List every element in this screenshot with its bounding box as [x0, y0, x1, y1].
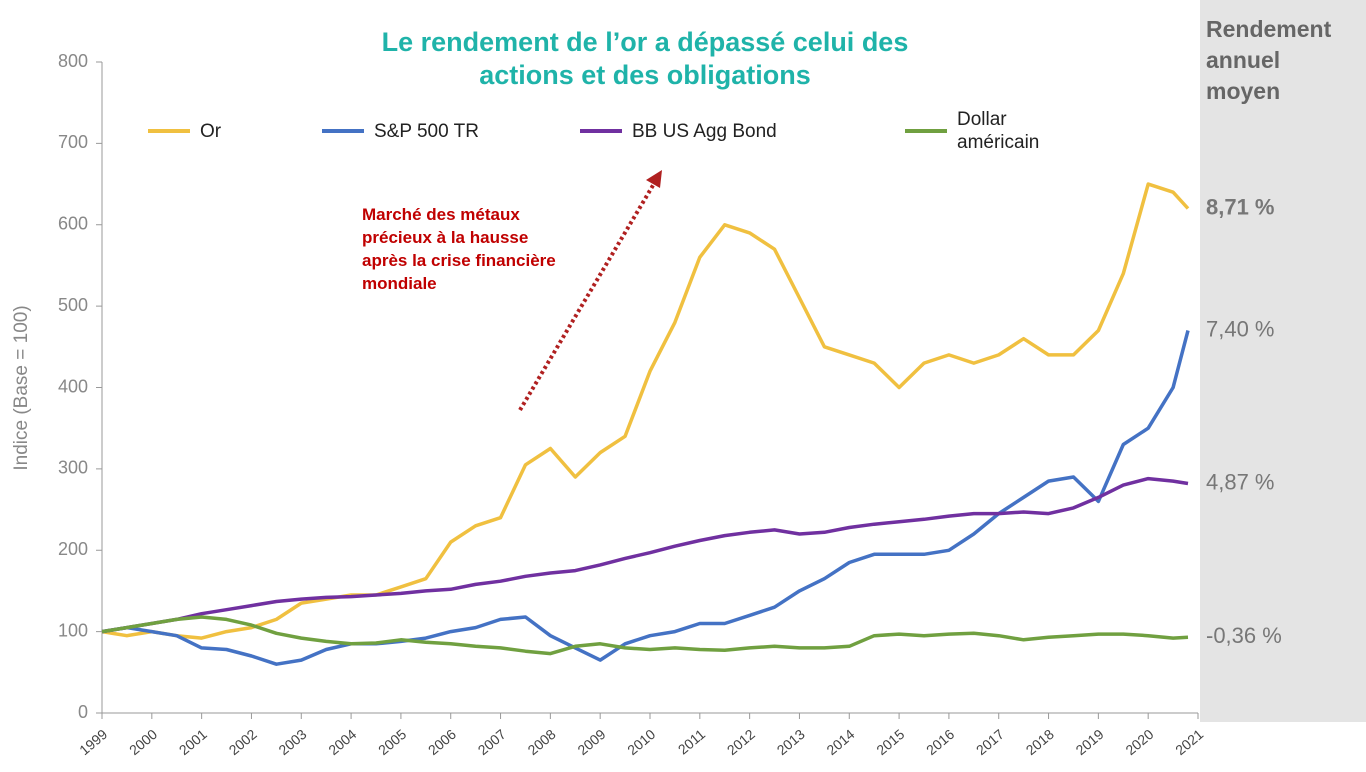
- y-tick-label: 700: [58, 132, 88, 152]
- y-tick-label: 100: [58, 620, 88, 640]
- annual-return: -0,36 %: [1206, 623, 1282, 648]
- series-line: [101, 615, 1189, 656]
- chart-title: Le rendement de l’or a dépassé celui des…: [381, 27, 909, 90]
- x-tick-label: 2004: [325, 726, 359, 758]
- panel-title: Rendement annuel moyen: [1206, 16, 1332, 104]
- annotation: Marché des métaux précieux à la hausse a…: [362, 205, 556, 293]
- y-tick-label: 400: [58, 376, 88, 396]
- annual-return: 7,40 %: [1206, 316, 1275, 341]
- x-tick-label: 2000: [126, 726, 160, 758]
- x-tick-label: 2011: [675, 726, 709, 758]
- legend-label: Or: [200, 121, 222, 142]
- series-line: [101, 476, 1189, 634]
- x-tick-label: 2020: [1122, 726, 1156, 758]
- arrow-head: [646, 170, 662, 188]
- legend-label: S&P 500 TR: [374, 121, 479, 142]
- y-tick-label: 500: [58, 295, 88, 315]
- y-tick-label: 200: [58, 539, 88, 559]
- x-tick-label: 2007: [475, 726, 509, 758]
- x-tick-label: 2018: [1023, 726, 1057, 758]
- x-tick-label: 2001: [176, 726, 210, 758]
- series-line: [101, 330, 1190, 666]
- annotation-arrow: [518, 180, 657, 412]
- x-tick-label: 2009: [574, 726, 608, 758]
- y-tick-label: 300: [58, 458, 88, 478]
- y-tick-label: 800: [58, 51, 88, 71]
- y-tick-label: 600: [58, 214, 88, 234]
- return-panel: [1200, 0, 1366, 722]
- x-tick-label: 2002: [226, 726, 260, 758]
- x-tick-label: 2016: [923, 726, 957, 758]
- x-tick-label: 1999: [76, 726, 110, 758]
- x-tick-label: 2008: [525, 726, 559, 758]
- series-line: [101, 182, 1190, 640]
- x-tick-label: 2003: [275, 726, 309, 758]
- y-axis-label: Indice (Base = 100): [11, 305, 32, 470]
- x-tick-label: 2012: [724, 726, 758, 758]
- x-tick-label: 2021: [1172, 726, 1206, 758]
- annual-return: 8,71 %: [1206, 194, 1275, 219]
- x-tick-label: 2019: [1073, 726, 1107, 758]
- legend-label: BB US Agg Bond: [632, 121, 777, 142]
- x-tick-label: 2006: [425, 726, 459, 758]
- x-tick-label: 2013: [774, 726, 808, 758]
- x-tick-label: 2005: [375, 726, 409, 758]
- x-tick-label: 2014: [823, 726, 857, 758]
- x-tick-label: 2017: [973, 726, 1007, 758]
- x-tick-label: 2015: [873, 726, 907, 758]
- y-tick-label: 0: [78, 702, 88, 722]
- annual-return: 4,87 %: [1206, 469, 1275, 494]
- legend-label: Dollar américain: [957, 109, 1040, 153]
- x-tick-label: 2010: [624, 726, 658, 758]
